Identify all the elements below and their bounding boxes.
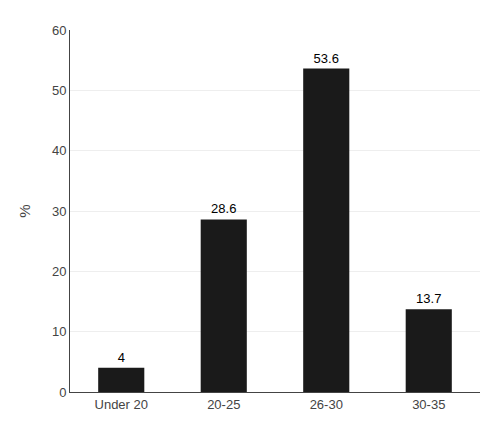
svg-text:20-25: 20-25 — [207, 397, 240, 412]
svg-text:53.6: 53.6 — [314, 51, 339, 66]
svg-text:4: 4 — [118, 350, 125, 365]
svg-text:%: % — [16, 204, 33, 217]
svg-text:60: 60 — [52, 23, 66, 38]
svg-text:50: 50 — [52, 83, 66, 98]
svg-text:13.7: 13.7 — [416, 291, 441, 306]
svg-text:30-35: 30-35 — [412, 397, 445, 412]
svg-text:40: 40 — [52, 143, 66, 158]
svg-text:20: 20 — [52, 264, 66, 279]
svg-text:0: 0 — [59, 385, 66, 400]
svg-text:26-30: 26-30 — [310, 397, 343, 412]
svg-text:28.6: 28.6 — [211, 201, 236, 216]
svg-text:Under 20: Under 20 — [95, 397, 148, 412]
svg-text:10: 10 — [52, 324, 66, 339]
svg-text:30: 30 — [52, 204, 66, 219]
